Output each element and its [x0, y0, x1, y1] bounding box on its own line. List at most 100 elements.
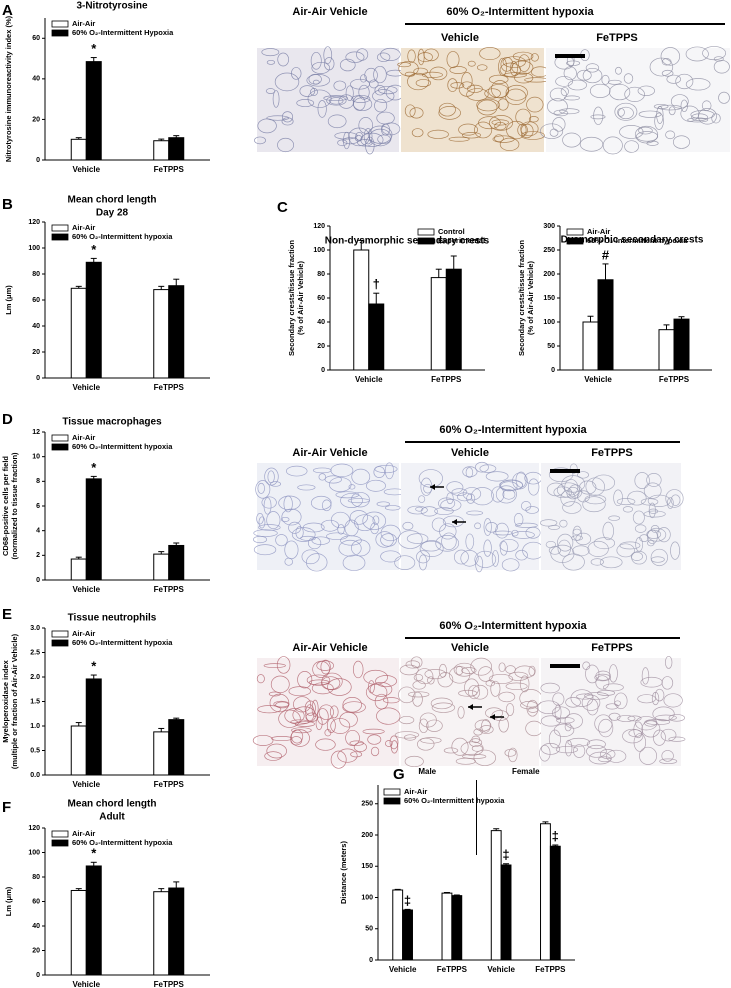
y-tick-label: 100 — [361, 894, 373, 901]
tissue-texture — [517, 123, 528, 137]
tissue-texture — [670, 94, 689, 109]
y-tick-label: 1.0 — [30, 723, 40, 730]
tissue-texture — [546, 482, 565, 497]
tissue-texture — [268, 691, 281, 697]
tissue-texture — [501, 558, 520, 572]
tissue-texture — [634, 472, 650, 489]
y-tick-label: 0 — [36, 577, 40, 584]
bar — [168, 544, 185, 581]
bar — [451, 895, 463, 961]
tissue-texture — [461, 132, 481, 139]
significance-mark: † — [373, 277, 380, 292]
tissue-texture — [483, 539, 492, 557]
tissue-texture — [273, 700, 290, 708]
micrograph-label: FeTPPS — [596, 32, 638, 44]
tissue-texture — [473, 749, 497, 766]
tissue-texture — [438, 106, 461, 120]
tissue-texture — [559, 519, 568, 528]
bar — [70, 889, 87, 976]
tissue-texture — [520, 501, 532, 511]
tissue-texture — [586, 739, 606, 750]
tissue-texture — [397, 530, 423, 549]
tissue-texture — [370, 522, 379, 535]
tissue-texture — [552, 117, 566, 132]
tissue-texture — [603, 683, 624, 692]
legend-swatch — [417, 237, 435, 245]
tissue-texture — [570, 689, 594, 707]
y-tick-label: 80 — [32, 271, 40, 278]
tissue-texture — [468, 685, 481, 700]
tissue-texture — [424, 668, 447, 680]
tissue-texture — [665, 489, 684, 508]
tissue-texture — [484, 88, 501, 99]
tissue-texture — [264, 467, 279, 486]
micrograph — [257, 463, 399, 570]
chart-title: Non-dysmorphic secondary crests — [325, 236, 490, 247]
tissue-texture — [458, 81, 476, 97]
tissue-texture — [526, 96, 544, 113]
tissue-texture — [337, 748, 358, 763]
tissue-texture — [701, 100, 712, 111]
tissue-texture — [613, 489, 624, 507]
tissue-texture — [354, 134, 363, 142]
tissue-texture — [312, 79, 320, 85]
tissue-texture — [635, 716, 658, 731]
x-tick-label: Vehicle — [72, 780, 100, 789]
legend-swatch — [51, 434, 69, 442]
tissue-texture — [457, 706, 465, 719]
bar — [70, 725, 87, 776]
tissue-texture — [348, 127, 371, 147]
tissue-texture — [407, 505, 428, 515]
tissue-texture — [498, 479, 524, 491]
tissue-texture — [702, 46, 727, 61]
tissue-texture — [553, 486, 573, 499]
y-tick-label: 50 — [547, 343, 555, 350]
tissue-texture — [685, 46, 709, 62]
y-tick-label: 40 — [32, 323, 40, 330]
tissue-texture — [713, 59, 730, 74]
tissue-texture — [405, 660, 421, 669]
tissue-texture — [297, 670, 313, 689]
tissue-texture — [342, 701, 366, 714]
x-tick-label: FeTPPS — [154, 980, 185, 988]
tissue-texture — [458, 123, 479, 136]
tissue-texture — [339, 711, 358, 728]
y-tick-label: 150 — [361, 863, 373, 870]
tissue-texture — [397, 62, 412, 68]
tissue-texture — [564, 722, 572, 732]
tissue-texture — [555, 745, 579, 754]
tissue-texture — [353, 742, 367, 752]
tissue-texture — [553, 109, 569, 117]
tissue-texture — [284, 540, 299, 560]
tissue-texture — [647, 494, 671, 507]
tissue-texture — [554, 704, 562, 720]
tissue-texture — [654, 112, 664, 130]
tissue-texture — [380, 524, 401, 542]
y-tick-label: 0 — [551, 367, 555, 374]
tissue-texture — [555, 76, 574, 87]
tissue-texture — [465, 533, 475, 550]
tissue-texture — [553, 723, 575, 737]
legend-swatch — [417, 228, 435, 236]
bar — [353, 249, 370, 371]
tissue-texture — [252, 734, 274, 746]
tissue-texture — [349, 510, 368, 525]
tissue-texture — [467, 60, 476, 67]
tissue-texture — [407, 49, 416, 64]
tissue-texture — [258, 516, 266, 529]
significance-mark: * — [91, 460, 97, 475]
tissue-texture — [415, 506, 424, 512]
tissue-texture — [513, 513, 524, 527]
tissue-texture — [505, 703, 515, 716]
tissue-texture — [539, 744, 551, 762]
y-tick-label: 60 — [32, 898, 40, 905]
tissue-texture — [499, 538, 519, 552]
y-axis-label: Secondary crests/tissue fraction — [517, 240, 526, 356]
tissue-texture — [430, 697, 453, 710]
tissue-texture — [307, 89, 332, 108]
tissue-texture — [587, 540, 609, 558]
tissue-texture — [254, 136, 266, 145]
tissue-texture — [420, 737, 442, 744]
y-axis-label: (multiple or fraction of Air-Air Vehicle… — [10, 633, 19, 769]
tissue-texture — [285, 465, 308, 477]
